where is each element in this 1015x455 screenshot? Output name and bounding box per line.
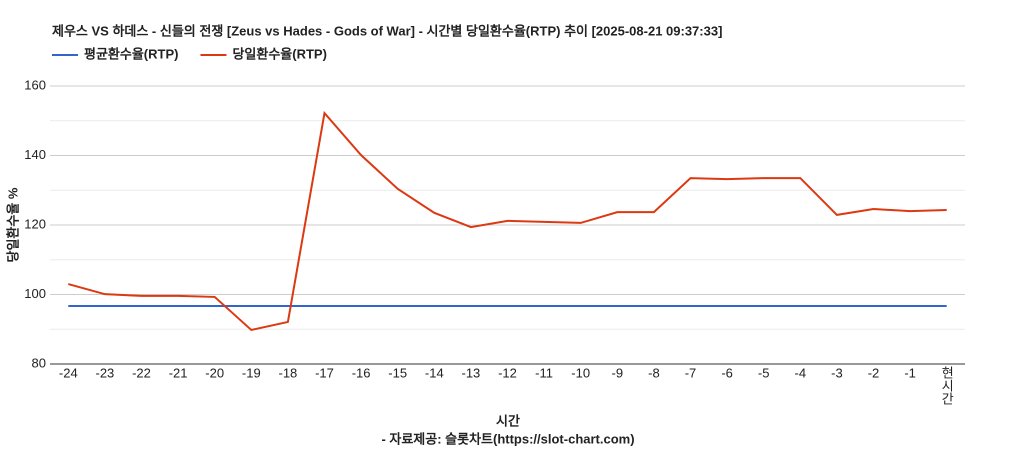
x-tick-label: -3 xyxy=(831,365,843,380)
y-tick-label: 100 xyxy=(24,286,46,301)
x-tick-label: -14 xyxy=(425,365,444,380)
y-tick-label: 140 xyxy=(24,147,46,162)
y-tick-label: 80 xyxy=(32,355,46,370)
x-tick-label: -12 xyxy=(498,365,517,380)
line-series xyxy=(68,110,947,332)
x-tick-label: -16 xyxy=(352,365,371,380)
x-tick-label: -20 xyxy=(205,365,224,380)
x-tick-label: -8 xyxy=(648,365,660,380)
x-tick-label: -7 xyxy=(685,365,697,380)
x-tick-label: -22 xyxy=(132,365,151,380)
x-tick-label: -17 xyxy=(315,365,334,380)
x-tick-label: -4 xyxy=(795,365,807,380)
x-tick-label: 현시간 xyxy=(939,366,954,405)
x-tick-label: -24 xyxy=(59,365,78,380)
x-tick-label: -13 xyxy=(462,365,481,380)
y-tick-label: 120 xyxy=(24,216,46,231)
x-tick-label: -2 xyxy=(868,365,880,380)
x-tick-label: -11 xyxy=(535,365,553,380)
chart-title: 제우스 VS 하데스 - 신들의 전쟁 [Zeus vs Hades - God… xyxy=(52,23,722,38)
x-tick-label: -1 xyxy=(904,365,916,380)
x-tick-label: -21 xyxy=(169,365,188,380)
x-tick-label: -18 xyxy=(279,365,298,380)
y-axis-label: 당일환수율 % xyxy=(5,187,20,262)
x-tick-label: -9 xyxy=(612,365,624,380)
x-tick-label: -19 xyxy=(242,365,261,380)
x-tick-label: -15 xyxy=(388,365,407,380)
x-tick-label: -5 xyxy=(758,365,770,380)
x-tick-label: -23 xyxy=(96,365,115,380)
y-tick-label: 160 xyxy=(24,77,46,92)
source: - 자료제공: 슬롯차트(https://slot-chart.com) xyxy=(381,431,634,446)
x-axis-label: 시간 xyxy=(496,413,520,428)
legend-label: 평균환수율(RTP) xyxy=(84,46,178,61)
legend-label: 당일환수율(RTP) xyxy=(232,46,326,61)
x-tick-label: -10 xyxy=(571,365,590,380)
x-tick-label: -6 xyxy=(721,365,733,380)
